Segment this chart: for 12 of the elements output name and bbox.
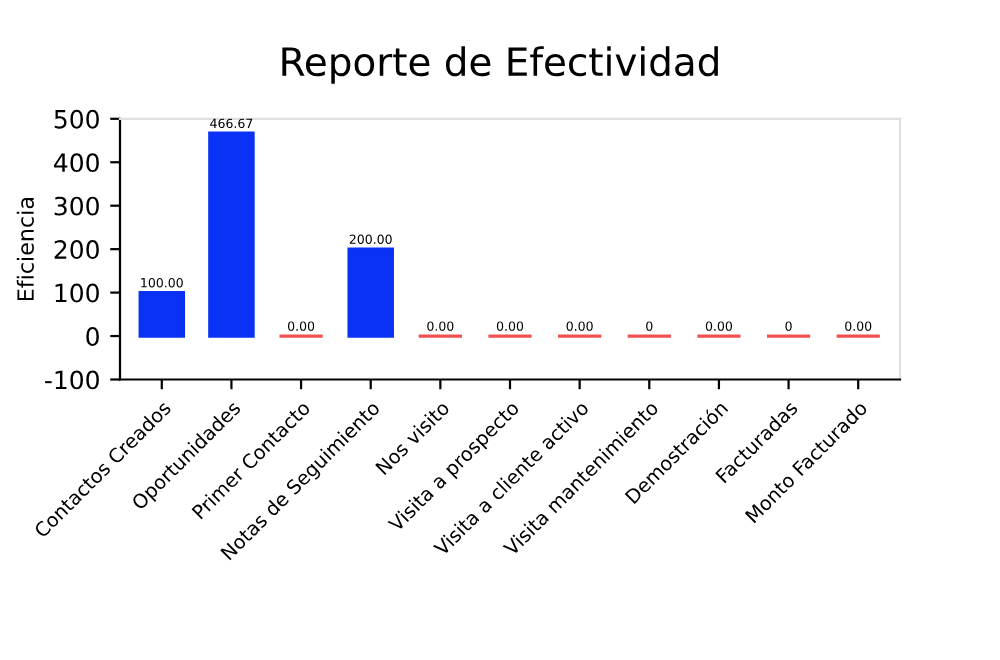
y-tick-label: -100 [45,370,99,390]
y-tick-label: 500 [54,109,99,129]
y-tick-label: 200 [54,240,99,259]
y-tick-label: 400 [54,153,99,173]
y-tick-label: 100 [55,283,99,303]
bar [208,131,255,338]
y-tick-label: 0 [86,326,99,346]
bar [347,247,394,338]
y-tick-label: 300 [54,196,99,216]
chart-title: Reporte de Efectividad [282,46,718,84]
bar [138,290,186,338]
y-axis-title: Eficiencia [16,198,34,301]
